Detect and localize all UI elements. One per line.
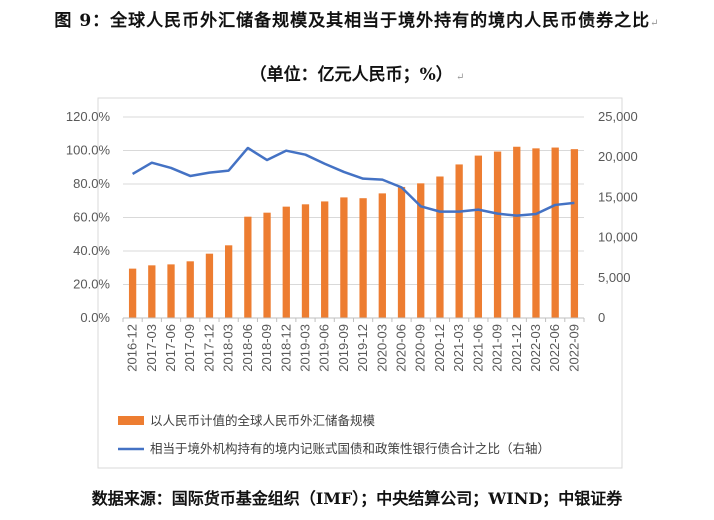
- x-axis-tick-label: 2018-09: [259, 324, 274, 372]
- x-axis-tick-label: 2021-03: [451, 324, 466, 372]
- x-axis-tick-label: 2018-06: [240, 324, 255, 372]
- bar: [301, 204, 310, 318]
- x-axis-tick-label: 2016-12: [125, 324, 140, 372]
- bar: [186, 261, 194, 318]
- chart: 0.0% 20.0% 40.0% 60.0% 80.0% 100.0% 120.0% 0 5,…: [66, 97, 638, 469]
- bar: [378, 193, 386, 318]
- chart-border: [97, 97, 623, 469]
- x-axis-tick-label: 2018-03: [221, 324, 236, 372]
- left-axis-tick-label: 80.0%: [73, 176, 110, 191]
- bar: [321, 201, 329, 318]
- x-axis-tick-label: 2019-09: [336, 324, 351, 372]
- right-axis-tick-label: 10,000: [598, 230, 638, 245]
- bar: [474, 155, 483, 318]
- x-axis-tick-label: 2022-06: [547, 324, 562, 372]
- x-axis-tick-label: 2017-09: [182, 324, 197, 372]
- left-axis-tick-label: 120.0%: [66, 109, 111, 124]
- bar: [570, 149, 579, 318]
- right-axis-tick-label: 5,000: [598, 270, 631, 285]
- left-axis-tick-label: 0.0%: [80, 310, 110, 325]
- x-axis-tick-label: 2022-03: [528, 324, 543, 372]
- bar: [263, 212, 271, 318]
- legend-label-line: 相当于境外机构持有的境内记账式国债和政策性银行债合计之比（右轴）: [150, 441, 550, 456]
- x-axis-tick-label: 2017-06: [163, 324, 178, 372]
- bar: [128, 268, 137, 318]
- bar: [397, 186, 406, 318]
- bar: [532, 148, 540, 318]
- x-axis-tick-label: 2017-03: [144, 324, 159, 372]
- bar: [493, 151, 502, 318]
- bar: [417, 183, 425, 318]
- bar: [359, 198, 367, 318]
- x-axis-tick-label: 2020-12: [432, 324, 447, 372]
- legend-swatch-bar: [118, 416, 144, 425]
- left-axis-tick-label: 40.0%: [73, 243, 110, 258]
- figure-subtitle: （单位：亿元人民币；%） ↵: [249, 65, 465, 85]
- bar: [455, 164, 463, 318]
- x-axis-tick-label: 2017-12: [201, 324, 216, 372]
- x-axis-tick-label: 2021-06: [470, 324, 485, 372]
- bar: [436, 176, 444, 318]
- ratio-line: [131, 146, 575, 217]
- bar: [513, 146, 521, 318]
- figure-title: 图 9：全球人民币外汇储备规模及其相当于境外持有的境内人民币债券之比↵: [54, 11, 660, 31]
- x-axis-tick-label: 2022-09: [566, 324, 581, 372]
- x-axis-tick-label: 2019-06: [317, 324, 332, 372]
- x-axis-tick-label: 2020-06: [394, 324, 409, 372]
- legend-label-bar: 以人民币计值的全球人民币外汇储备规模: [150, 413, 376, 428]
- left-axis-tick-label: 100.0%: [66, 143, 111, 158]
- bar: [551, 147, 559, 318]
- bar: [224, 245, 233, 318]
- figure-source: 数据来源：国际货币基金组织（IMF）；中央结算公司；WIND；中银证券: [91, 489, 623, 508]
- right-axis-tick-label: 0: [598, 310, 605, 325]
- x-axis-tick-label: 2021-12: [509, 324, 524, 372]
- left-axis-tick-label: 60.0%: [73, 210, 110, 225]
- bar: [148, 265, 156, 318]
- x-axis-tick-label: 2019-03: [297, 324, 312, 372]
- bar: [340, 197, 348, 318]
- x-axis-tick-label: 2020-03: [374, 324, 389, 372]
- bar: [205, 253, 214, 318]
- x-axis-tick-label: 2020-09: [413, 324, 428, 372]
- bar: [244, 216, 252, 318]
- left-axis-tick-label: 20.0%: [73, 277, 110, 292]
- right-axis-tick-label: 20,000: [598, 149, 638, 164]
- bar: [282, 206, 290, 318]
- right-axis-tick-label: 15,000: [598, 189, 638, 204]
- x-axis-tick-label: 2019-12: [355, 324, 370, 372]
- x-axis-tick-label: 2018-12: [278, 324, 293, 372]
- x-axis-tick-label: 2021-09: [490, 324, 505, 372]
- bar: [167, 264, 175, 318]
- right-axis-tick-label: 25,000: [598, 109, 638, 124]
